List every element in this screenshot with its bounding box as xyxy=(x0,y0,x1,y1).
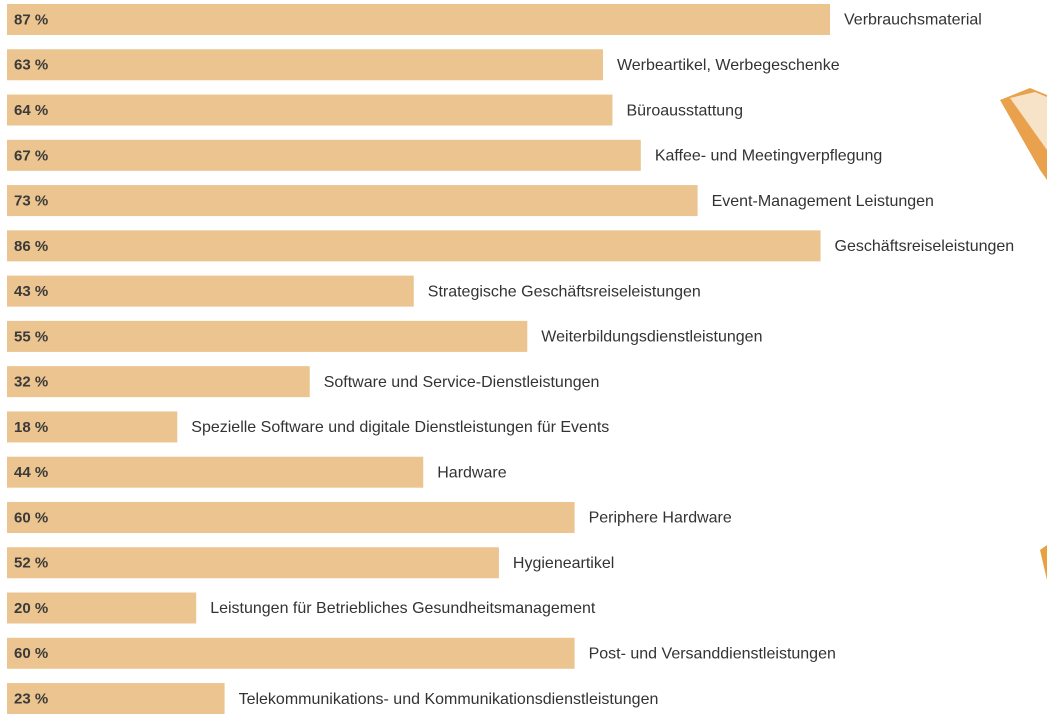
category-label: Werbeartikel, Werbegeschenke xyxy=(617,57,840,74)
bar xyxy=(7,95,612,126)
bar xyxy=(7,547,499,578)
bar xyxy=(7,185,698,216)
value-label: 73 % xyxy=(14,193,48,210)
value-label: 60 % xyxy=(14,509,48,526)
category-label: Software und Service-Dienstleistungen xyxy=(324,374,600,391)
category-label: Leistungen für Betriebliches Gesundheits… xyxy=(210,600,596,617)
decoration xyxy=(1000,88,1047,580)
bar xyxy=(7,366,310,397)
value-label: 87 % xyxy=(14,11,48,28)
category-label: Hardware xyxy=(437,464,506,481)
category-label: Event-Management Leistungen xyxy=(712,193,934,210)
bar xyxy=(7,276,414,307)
bar xyxy=(7,457,423,488)
value-label: 63 % xyxy=(14,57,48,74)
value-label: 86 % xyxy=(14,238,48,255)
category-label: Weiterbildungsdienstleistungen xyxy=(541,329,762,346)
value-label: 60 % xyxy=(14,645,48,662)
value-label: 18 % xyxy=(14,419,48,436)
bar xyxy=(7,638,575,669)
value-label: 43 % xyxy=(14,283,48,300)
category-label: Büroausstattung xyxy=(626,102,743,119)
category-label: Telekommunikations- und Kommunikationsdi… xyxy=(239,691,659,708)
bar xyxy=(7,230,821,261)
value-label: 44 % xyxy=(14,464,48,481)
category-label: Verbrauchsmaterial xyxy=(844,12,982,29)
category-label: Hygieneartikel xyxy=(513,555,614,572)
value-label: 55 % xyxy=(14,328,48,345)
bar xyxy=(7,4,830,35)
chart: 87 % Verbrauchsmaterial 63 % Werbeartikel, … xyxy=(0,0,1047,714)
category-label: Kaffee- und Meetingverpflegung xyxy=(655,148,882,165)
value-label: 67 % xyxy=(14,147,48,164)
category-label: Geschäftsreiseleistungen xyxy=(835,238,1015,255)
category-label: Strategische Geschäftsreiseleistungen xyxy=(428,283,701,300)
value-label: 32 % xyxy=(14,374,48,391)
value-label: 23 % xyxy=(14,691,48,708)
value-label: 64 % xyxy=(14,102,48,119)
bar xyxy=(7,502,575,533)
bar xyxy=(7,140,641,171)
bar xyxy=(7,49,603,80)
value-label: 20 % xyxy=(14,600,48,617)
category-label: Spezielle Software und digitale Dienstle… xyxy=(191,419,609,436)
category-label: Periphere Hardware xyxy=(589,510,732,527)
value-label: 52 % xyxy=(14,555,48,572)
category-label: Post- und Versanddienstleistungen xyxy=(589,645,836,662)
page: {"chart_data": {"type": "bar", "orientat… xyxy=(0,0,1047,714)
bar xyxy=(7,321,527,352)
